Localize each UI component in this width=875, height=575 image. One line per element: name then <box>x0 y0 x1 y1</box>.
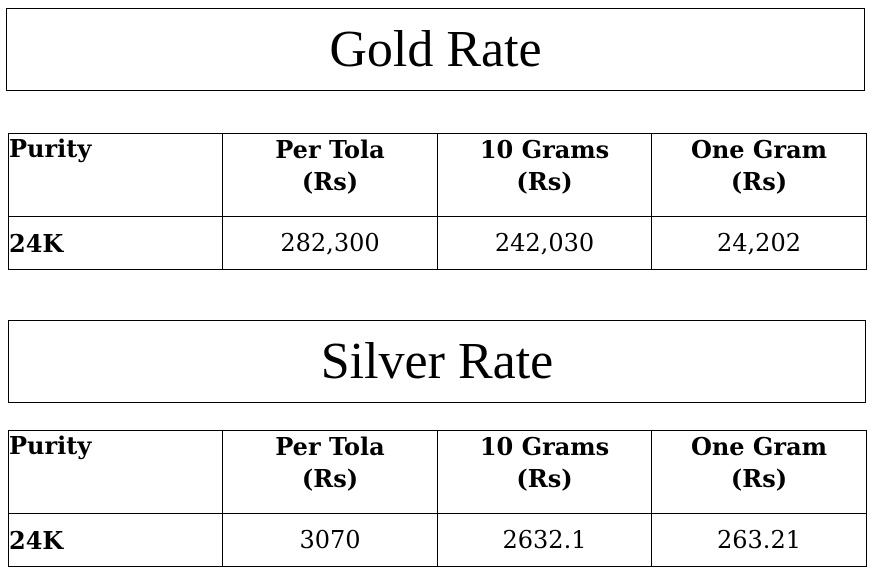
gold-rate-title: Gold Rate <box>6 8 865 91</box>
gold-header-purity: Purity <box>8 133 223 217</box>
silver-one-gram-value: 263.21 <box>651 513 867 567</box>
silver-ten-grams-value: 2632.1 <box>437 513 652 567</box>
gold-header-one-gram: One Gram (Rs) <box>651 133 867 217</box>
silver-header-per-tola-unit: (Rs) <box>301 464 359 493</box>
silver-header-one-gram: One Gram (Rs) <box>651 430 867 514</box>
table-row: 24K 3070 2632.1 263.21 <box>8 513 867 567</box>
gold-rate-table: Purity Per Tola (Rs) 10 Grams (Rs) One G… <box>8 133 867 270</box>
gold-header-one-gram-unit: (Rs) <box>730 167 788 196</box>
silver-header-per-tola-label: Per Tola <box>275 432 385 461</box>
table-row: 24K 282,300 242,030 24,202 <box>8 216 867 270</box>
silver-purity-cell: 24K <box>8 513 223 567</box>
silver-header-one-gram-label: One Gram <box>690 432 828 461</box>
gold-ten-grams-value: 242,030 <box>437 216 652 270</box>
silver-rate-title-text: Silver Rate <box>320 332 554 390</box>
gold-one-gram-value: 24,202 <box>651 216 867 270</box>
gold-header-per-tola: Per Tola (Rs) <box>222 133 438 217</box>
silver-header-ten-grams-label: 10 Grams <box>479 432 610 461</box>
gold-header-ten-grams-unit: (Rs) <box>516 167 573 196</box>
gold-table-header-row: Purity Per Tola (Rs) 10 Grams (Rs) One G… <box>8 133 867 217</box>
gold-header-one-gram-label: One Gram <box>690 135 828 164</box>
silver-header-per-tola: Per Tola (Rs) <box>222 430 438 514</box>
gold-purity-cell: 24K <box>8 216 223 270</box>
silver-table-header-row: Purity Per Tola (Rs) 10 Grams (Rs) One G… <box>8 430 867 514</box>
gold-header-per-tola-unit: (Rs) <box>301 167 359 196</box>
silver-header-purity: Purity <box>8 430 223 514</box>
silver-header-ten-grams-unit: (Rs) <box>516 464 573 493</box>
gold-per-tola-value: 282,300 <box>222 216 438 270</box>
silver-rate-table: Purity Per Tola (Rs) 10 Grams (Rs) One G… <box>8 430 867 567</box>
gold-header-ten-grams: 10 Grams (Rs) <box>437 133 652 217</box>
gold-rate-title-text: Gold Rate <box>329 20 542 78</box>
gold-header-ten-grams-label: 10 Grams <box>479 135 610 164</box>
silver-rate-title: Silver Rate <box>8 320 866 403</box>
silver-header-ten-grams: 10 Grams (Rs) <box>437 430 652 514</box>
gold-header-per-tola-label: Per Tola <box>275 135 385 164</box>
silver-per-tola-value: 3070 <box>222 513 438 567</box>
silver-header-one-gram-unit: (Rs) <box>730 464 788 493</box>
